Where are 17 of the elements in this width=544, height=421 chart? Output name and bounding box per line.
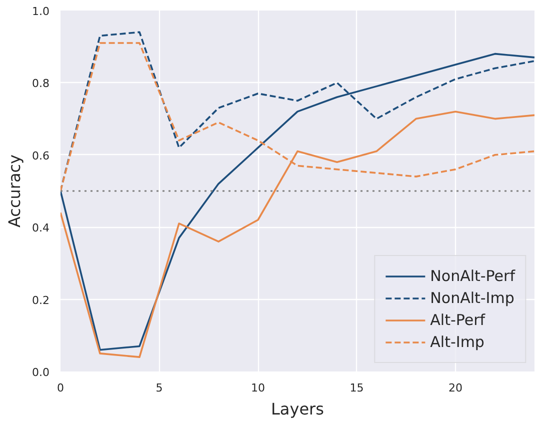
legend-label: NonAlt-Perf (430, 267, 515, 285)
x-tick-label: 10 (251, 382, 265, 394)
legend-label: Alt-Imp (430, 333, 484, 351)
x-tick-label: 15 (350, 382, 364, 394)
y-tick-label: 0.2 (32, 294, 50, 307)
x-tick-label: 20 (448, 382, 462, 394)
x-tick-label: 5 (156, 382, 163, 394)
x-tick-label: 0 (57, 382, 64, 394)
y-axis-title: Accuracy (5, 154, 24, 228)
y-tick-label: 0.8 (32, 77, 50, 90)
x-axis-title: Layers (271, 400, 324, 418)
y-tick-label: 1.0 (32, 5, 50, 18)
y-tick-label: 0.0 (32, 366, 50, 379)
legend-label: NonAlt-Imp (430, 289, 514, 307)
legend-label: Alt-Perf (430, 311, 486, 329)
y-tick-label: 0.6 (32, 149, 50, 162)
y-tick-label: 0.4 (32, 222, 50, 235)
